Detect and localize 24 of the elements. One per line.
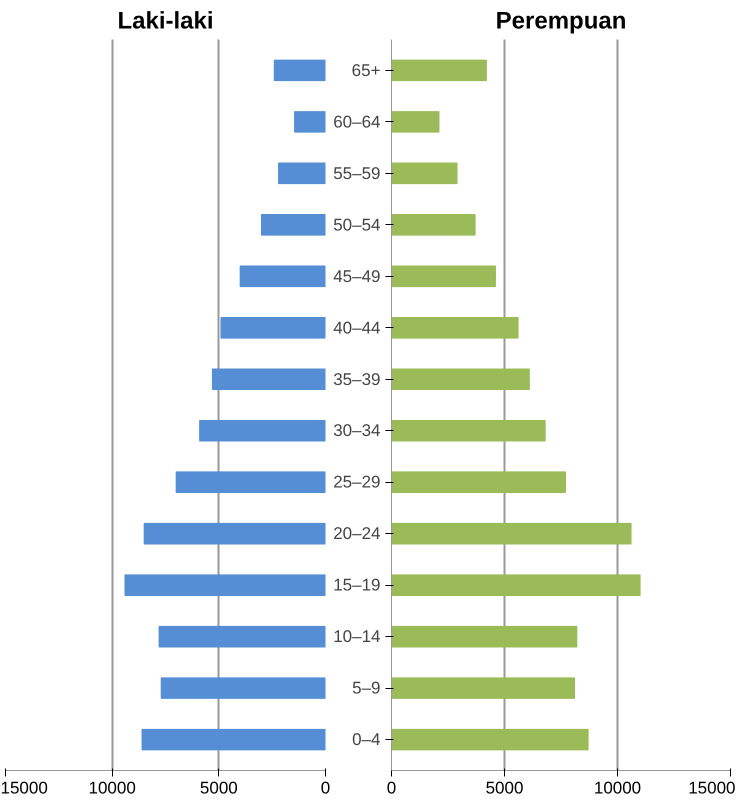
y-tick-label: 60–64	[333, 112, 381, 132]
x-tick-label: 10000	[88, 778, 136, 798]
x-tick-label: 15000	[688, 778, 736, 798]
y-tick-label: 5–9	[352, 678, 381, 698]
chart-title: Laki-laki	[117, 8, 214, 34]
y-tick-label: 35–39	[333, 370, 381, 389]
y-tick-label: 0–4	[352, 730, 381, 750]
x-tick-label: 5000	[200, 778, 238, 798]
y-tick-label: 55–59	[333, 164, 381, 183]
y-tick-label: 45–49	[333, 266, 381, 286]
y-tick-label: 40–44	[333, 318, 381, 338]
y-tick-label: 50–54	[333, 215, 381, 234]
x-tick-label: 0	[320, 778, 330, 798]
y-tick-label: 30–34	[333, 421, 381, 440]
y-tick-label: 65+	[352, 60, 381, 80]
x-tick-label: 15000	[0, 778, 48, 798]
y-tick-label: 15–19	[333, 576, 381, 595]
y-tick-label: 10–14	[333, 627, 381, 646]
y-tick-label: 25–29	[333, 472, 381, 492]
x-tick-label: 5000	[486, 778, 524, 798]
y-tick-label: 20–24	[333, 524, 381, 544]
x-tick-label: 10000	[594, 778, 642, 798]
x-tick-label: 0	[386, 778, 396, 798]
chart-title: Perempuan	[496, 8, 626, 34]
